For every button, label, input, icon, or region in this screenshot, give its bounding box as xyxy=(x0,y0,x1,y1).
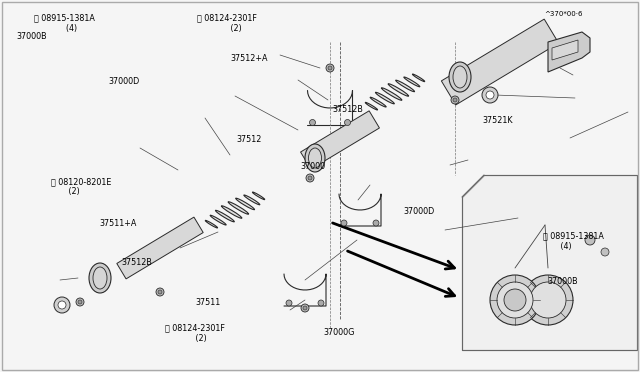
Ellipse shape xyxy=(365,102,378,110)
Text: 37000: 37000 xyxy=(301,162,326,171)
Circle shape xyxy=(451,96,459,104)
Circle shape xyxy=(306,174,314,182)
Ellipse shape xyxy=(244,195,260,205)
Ellipse shape xyxy=(210,215,226,225)
Polygon shape xyxy=(462,175,637,350)
Ellipse shape xyxy=(537,289,559,311)
Circle shape xyxy=(158,290,162,294)
Text: Ⓜ 08915-1381A
      (4): Ⓜ 08915-1381A (4) xyxy=(33,13,95,33)
Circle shape xyxy=(76,298,84,306)
Ellipse shape xyxy=(404,77,420,87)
Text: 37512B: 37512B xyxy=(122,258,152,267)
Ellipse shape xyxy=(93,267,107,289)
Text: Ⓑ 08124-2301F
       (2): Ⓑ 08124-2301F (2) xyxy=(197,13,257,33)
Circle shape xyxy=(308,176,312,180)
Circle shape xyxy=(301,304,309,312)
Ellipse shape xyxy=(89,263,111,293)
Circle shape xyxy=(310,119,316,125)
Ellipse shape xyxy=(490,275,540,325)
Ellipse shape xyxy=(205,220,218,228)
Polygon shape xyxy=(301,111,380,169)
Text: Ⓑ 08120-8201E
       (2): Ⓑ 08120-8201E (2) xyxy=(51,177,111,196)
Circle shape xyxy=(54,297,70,313)
Text: 37000G: 37000G xyxy=(323,328,355,337)
Circle shape xyxy=(341,220,347,226)
Circle shape xyxy=(482,87,498,103)
Text: 37511: 37511 xyxy=(195,298,220,307)
Text: 37000B: 37000B xyxy=(547,278,578,286)
Text: 37512+A: 37512+A xyxy=(230,54,268,63)
Ellipse shape xyxy=(530,282,566,318)
Text: 37511+A: 37511+A xyxy=(99,219,136,228)
Ellipse shape xyxy=(453,66,467,88)
Circle shape xyxy=(58,301,66,309)
Ellipse shape xyxy=(236,198,255,210)
Ellipse shape xyxy=(523,275,573,325)
Ellipse shape xyxy=(504,289,526,311)
Circle shape xyxy=(156,288,164,296)
Ellipse shape xyxy=(252,192,265,200)
Circle shape xyxy=(78,300,82,304)
Circle shape xyxy=(344,119,351,125)
Text: 37521K: 37521K xyxy=(483,116,513,125)
Circle shape xyxy=(318,300,324,306)
Ellipse shape xyxy=(396,80,415,92)
Circle shape xyxy=(486,91,494,99)
Text: ^370*00·6: ^370*00·6 xyxy=(544,11,582,17)
Circle shape xyxy=(286,300,292,306)
Text: 37000D: 37000D xyxy=(403,207,435,216)
Ellipse shape xyxy=(221,206,242,218)
Text: 37000D: 37000D xyxy=(109,77,140,86)
Ellipse shape xyxy=(449,62,471,92)
Polygon shape xyxy=(548,32,590,72)
Ellipse shape xyxy=(370,97,386,107)
Ellipse shape xyxy=(376,92,394,104)
Circle shape xyxy=(303,306,307,310)
Circle shape xyxy=(373,220,379,226)
Circle shape xyxy=(601,248,609,256)
Polygon shape xyxy=(552,40,578,60)
Circle shape xyxy=(326,64,334,72)
Ellipse shape xyxy=(381,88,402,100)
Ellipse shape xyxy=(228,202,248,214)
Ellipse shape xyxy=(497,282,533,318)
Circle shape xyxy=(585,235,595,245)
Circle shape xyxy=(453,98,457,102)
Ellipse shape xyxy=(305,144,325,172)
Polygon shape xyxy=(442,19,559,105)
Ellipse shape xyxy=(388,84,408,96)
Ellipse shape xyxy=(412,74,425,81)
Text: Ⓜ 08915-1381A
       (4): Ⓜ 08915-1381A (4) xyxy=(543,231,604,251)
Text: 37512B: 37512B xyxy=(333,105,364,114)
Text: Ⓑ 08124-2301F
     (2): Ⓑ 08124-2301F (2) xyxy=(165,323,225,343)
Text: 37000B: 37000B xyxy=(16,32,47,41)
Polygon shape xyxy=(116,217,204,279)
Circle shape xyxy=(328,66,332,70)
Text: 37512: 37512 xyxy=(237,135,262,144)
Ellipse shape xyxy=(216,210,234,222)
Ellipse shape xyxy=(308,148,321,168)
